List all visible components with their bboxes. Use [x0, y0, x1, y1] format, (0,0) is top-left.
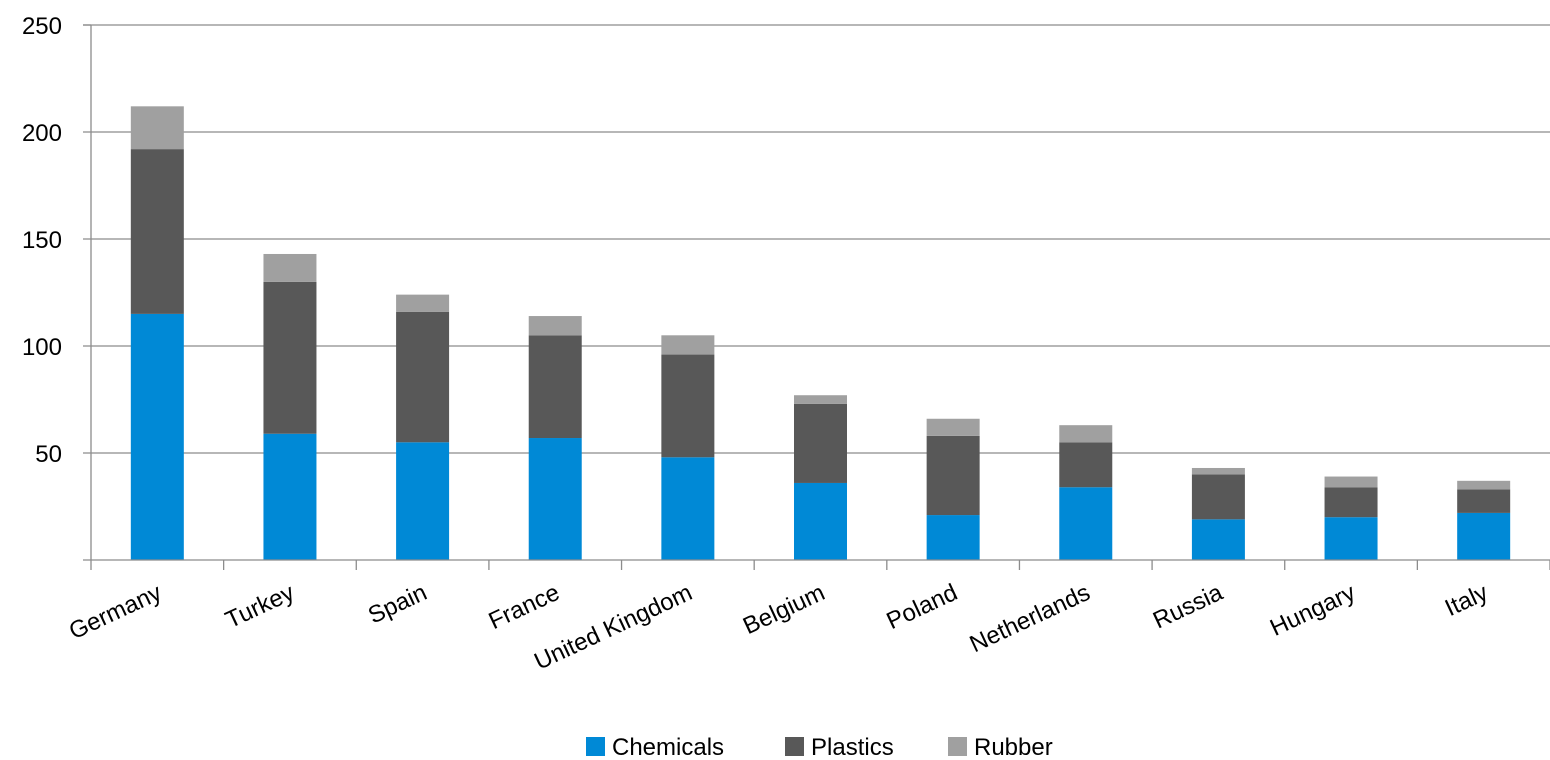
- bar-chemicals-belgium: [794, 482, 847, 560]
- y-tick-label: 150: [22, 227, 62, 254]
- x-tick-label: Spain: [364, 579, 431, 629]
- bar-plastics-italy: [1457, 489, 1511, 513]
- bar-rubber-germany: [130, 106, 184, 150]
- bar-rubber-france: [528, 316, 582, 336]
- legend-label-rubber: Rubber: [974, 734, 1053, 760]
- bar-plastics-hungary: [1324, 487, 1378, 518]
- bar-chemicals-france: [528, 438, 582, 560]
- grid-layer: [83, 24, 1550, 454]
- bar-chemicals-italy: [1457, 512, 1511, 560]
- x-tick-label: Belgium: [739, 579, 829, 640]
- legend-label-plastics: Plastics: [811, 734, 894, 760]
- y-tick-labels: 50 100 150 200 250: [22, 13, 62, 468]
- bar-plastics-france: [528, 335, 582, 439]
- x-tick-label: Germany: [65, 579, 166, 645]
- legend-swatch-plastics: [785, 737, 804, 756]
- bar-rubber-turkey: [263, 253, 317, 282]
- y-tick-label: 200: [22, 120, 62, 147]
- bar-plastics-poland: [926, 435, 980, 516]
- x-tick-label: Poland: [883, 579, 962, 635]
- x-tick-label: Netherlands: [966, 579, 1095, 658]
- bar-rubber-united-kingdom: [661, 335, 715, 355]
- bar-plastics-united-kingdom: [661, 354, 715, 458]
- bar-plastics-spain: [396, 311, 450, 443]
- bar-chemicals-spain: [396, 442, 450, 560]
- bar-rubber-poland: [926, 418, 980, 436]
- y-tick-label: 100: [22, 334, 62, 361]
- bar-rubber-spain: [396, 294, 450, 312]
- x-tick-label: Turkey: [221, 579, 298, 634]
- bar-rubber-netherlands: [1059, 425, 1113, 443]
- bar-plastics-netherlands: [1059, 442, 1113, 488]
- bar-rubber-hungary: [1324, 476, 1378, 488]
- bar-chemicals-russia: [1191, 519, 1245, 560]
- bar-plastics-belgium: [794, 403, 847, 483]
- bar-chemicals-poland: [926, 515, 980, 560]
- y-tick-label: 50: [35, 441, 62, 468]
- bar-plastics-germany: [130, 149, 184, 314]
- bar-chemicals-germany: [130, 313, 184, 560]
- legend: Chemicals Plastics Rubber: [586, 734, 1053, 760]
- bar-chemicals-netherlands: [1059, 487, 1113, 560]
- bar-chemicals-turkey: [263, 433, 317, 560]
- axis-layer: [83, 24, 1550, 570]
- bar-plastics-turkey: [263, 281, 317, 434]
- legend-swatch-rubber: [948, 737, 967, 756]
- x-tick-label: Italy: [1441, 579, 1492, 622]
- bar-rubber-belgium: [794, 395, 847, 404]
- bar-rubber-italy: [1457, 480, 1511, 490]
- bar-plastics-russia: [1191, 474, 1245, 520]
- x-tick-label: Hungary: [1266, 579, 1360, 642]
- x-tick-label: France: [485, 579, 564, 635]
- legend-label-chemicals: Chemicals: [612, 734, 724, 760]
- bar-rubber-russia: [1191, 467, 1245, 475]
- legend-swatch-chemicals: [586, 737, 605, 756]
- x-tick-label: Russia: [1149, 579, 1227, 635]
- y-tick-label: 250: [22, 13, 62, 40]
- bar-chemicals-united-kingdom: [661, 457, 715, 560]
- bars-layer: [130, 106, 1511, 560]
- bar-chemicals-hungary: [1324, 517, 1378, 560]
